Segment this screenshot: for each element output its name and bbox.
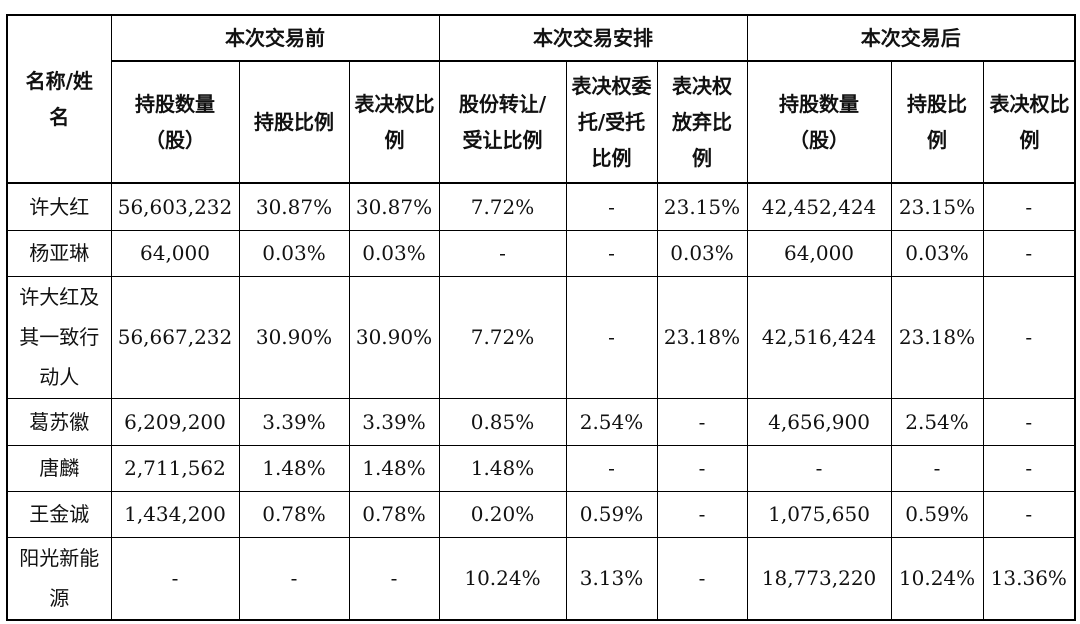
before-ratio-cell: 0.78% — [238, 490, 350, 538]
waive-ratio-cell: 0.03% — [656, 229, 748, 277]
shareholding-change-table: 名称/姓名 本次交易前 本次交易安排 本次交易后 持股数量（股） 持股比例 表决… — [6, 14, 1077, 621]
after-voting-cell: - — [982, 444, 1076, 492]
before-ratio-cell: 30.90% — [238, 275, 350, 399]
before-group-header: 本次交易前 — [110, 14, 440, 62]
after-shares-header: 持股数量（股） — [746, 60, 892, 184]
before-ratio-cell: 1.48% — [238, 444, 350, 492]
after-ratio-cell: 23.18% — [890, 275, 984, 399]
transfer-ratio-cell: 10.24% — [438, 536, 567, 621]
table-row: 王金诚 1,434,200 0.78% 0.78% 0.20% 0.59% - … — [6, 490, 1076, 538]
before-voting-header: 表决权比例 — [348, 60, 440, 184]
transfer-ratio-cell: 0.85% — [438, 397, 567, 446]
entrust-ratio-cell: - — [565, 444, 658, 492]
table-row: 许大红及其一致行动人 56,667,232 30.90% 30.90% 7.72… — [6, 275, 1076, 399]
before-shares-cell: 56,603,232 — [110, 182, 240, 231]
before-voting-cell: 30.87% — [348, 182, 440, 231]
before-ratio-cell: 3.39% — [238, 397, 350, 446]
row-name: 杨亚琳 — [6, 229, 112, 277]
table-row: 杨亚琳 64,000 0.03% 0.03% - - 0.03% 64,000 … — [6, 229, 1076, 277]
before-ratio-cell: - — [238, 536, 350, 621]
after-voting-header: 表决权比例 — [982, 60, 1076, 184]
before-shares-header: 持股数量（股） — [110, 60, 240, 184]
entrust-ratio-cell: 3.13% — [565, 536, 658, 621]
row-name: 王金诚 — [6, 490, 112, 538]
after-ratio-header: 持股比例 — [890, 60, 984, 184]
sub-header-row: 持股数量（股） 持股比例 表决权比例 股份转让/受让比例 表决权委托/受托比例 … — [7, 60, 1076, 184]
after-ratio-cell: 23.15% — [890, 182, 984, 231]
transfer-ratio-cell: 7.72% — [438, 275, 567, 399]
table-row: 葛苏徽 6,209,200 3.39% 3.39% 0.85% 2.54% - … — [6, 397, 1076, 446]
before-shares-cell: 1,434,200 — [110, 490, 240, 538]
waive-ratio-cell: - — [656, 536, 748, 621]
row-name: 葛苏徽 — [6, 397, 112, 446]
waive-ratio-cell: - — [656, 490, 748, 538]
after-shares-cell: 42,452,424 — [746, 182, 892, 231]
waive-ratio-cell: - — [656, 444, 748, 492]
name-header-label: 名称/姓名 — [25, 69, 93, 129]
after-ratio-cell: - — [890, 444, 984, 492]
before-ratio-header: 持股比例 — [238, 60, 350, 184]
after-ratio-cell: 0.59% — [890, 490, 984, 538]
table-row: 唐麟 2,711,562 1.48% 1.48% 1.48% - - - - - — [6, 444, 1076, 492]
table-row: 许大红 56,603,232 30.87% 30.87% 7.72% - 23.… — [6, 182, 1076, 231]
transfer-ratio-cell: 7.72% — [438, 182, 567, 231]
entrust-ratio-cell: - — [565, 275, 658, 399]
entrust-ratio-cell: 0.59% — [565, 490, 658, 538]
waive-ratio-header: 表决权放弃比例 — [656, 60, 748, 184]
waive-ratio-cell: - — [656, 397, 748, 446]
entrust-ratio-header: 表决权委托/受托比例 — [565, 60, 658, 184]
before-shares-cell: 64,000 — [110, 229, 240, 277]
table-row: 阳光新能源 - - - 10.24% 3.13% - 18,773,220 10… — [6, 536, 1076, 621]
after-voting-cell: - — [982, 229, 1076, 277]
after-voting-cell: - — [982, 490, 1076, 538]
after-shares-cell: 42,516,424 — [746, 275, 892, 399]
after-shares-cell: - — [746, 444, 892, 492]
waive-ratio-cell: 23.15% — [656, 182, 748, 231]
after-voting-cell: 13.36% — [982, 536, 1076, 621]
after-ratio-cell: 10.24% — [890, 536, 984, 621]
row-name: 唐麟 — [6, 444, 112, 492]
before-voting-cell: - — [348, 536, 440, 621]
entrust-ratio-cell: 2.54% — [565, 397, 658, 446]
after-shares-cell: 4,656,900 — [746, 397, 892, 446]
group-header-row: 名称/姓名 本次交易前 本次交易安排 本次交易后 — [6, 14, 1076, 184]
before-shares-cell: - — [110, 536, 240, 621]
after-voting-cell: - — [982, 397, 1076, 446]
after-ratio-cell: 2.54% — [890, 397, 984, 446]
after-shares-cell: 18,773,220 — [746, 536, 892, 621]
after-shares-cell: 64,000 — [746, 229, 892, 277]
before-voting-cell: 30.90% — [348, 275, 440, 399]
before-voting-cell: 3.39% — [348, 397, 440, 446]
after-voting-cell: - — [982, 182, 1076, 231]
before-shares-cell: 6,209,200 — [110, 397, 240, 446]
before-shares-cell: 2,711,562 — [110, 444, 240, 492]
after-shares-cell: 1,075,650 — [746, 490, 892, 538]
before-ratio-cell: 0.03% — [238, 229, 350, 277]
before-voting-cell: 0.78% — [348, 490, 440, 538]
after-voting-cell: - — [982, 275, 1076, 399]
arrangement-group-header: 本次交易安排 — [438, 14, 748, 62]
entrust-ratio-cell: - — [565, 229, 658, 277]
before-ratio-cell: 30.87% — [238, 182, 350, 231]
transfer-ratio-cell: 1.48% — [438, 444, 567, 492]
after-group-header: 本次交易后 — [746, 14, 1076, 62]
after-ratio-cell: 0.03% — [890, 229, 984, 277]
waive-ratio-cell: 23.18% — [656, 275, 748, 399]
row-name: 许大红及其一致行动人 — [6, 275, 112, 399]
transfer-ratio-cell: - — [438, 229, 567, 277]
name-column-header: 名称/姓名 — [6, 14, 112, 184]
row-name: 许大红 — [6, 182, 112, 231]
before-voting-cell: 1.48% — [348, 444, 440, 492]
before-shares-cell: 56,667,232 — [110, 275, 240, 399]
entrust-ratio-cell: - — [565, 182, 658, 231]
before-voting-cell: 0.03% — [348, 229, 440, 277]
transfer-ratio-header: 股份转让/受让比例 — [438, 60, 567, 184]
row-name: 阳光新能源 — [6, 536, 112, 621]
transfer-ratio-cell: 0.20% — [438, 490, 567, 538]
